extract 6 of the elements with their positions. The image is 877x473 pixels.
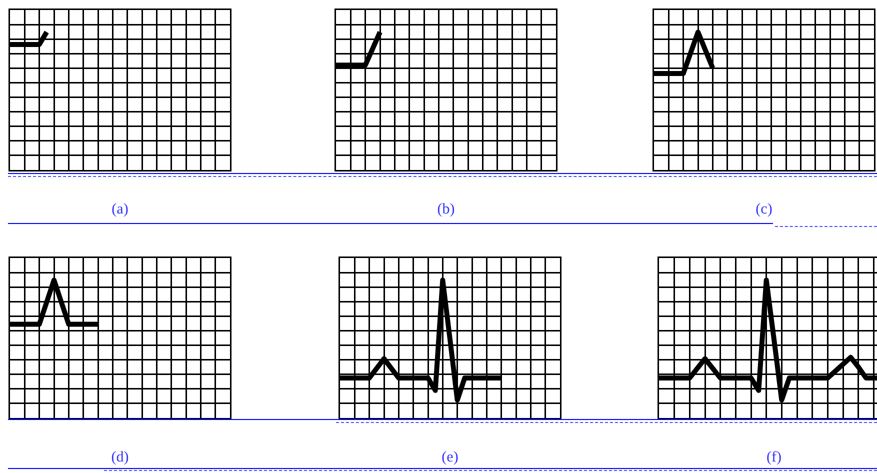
x-axis-title: (f) (766, 450, 782, 466)
x-axis-title: (a) (112, 202, 128, 218)
x-axis-title: (d) (111, 450, 129, 466)
x-axis-title: (b) (437, 202, 455, 218)
x-axis-title: (c) (756, 202, 772, 218)
x-axis-title: (e) (442, 450, 458, 466)
